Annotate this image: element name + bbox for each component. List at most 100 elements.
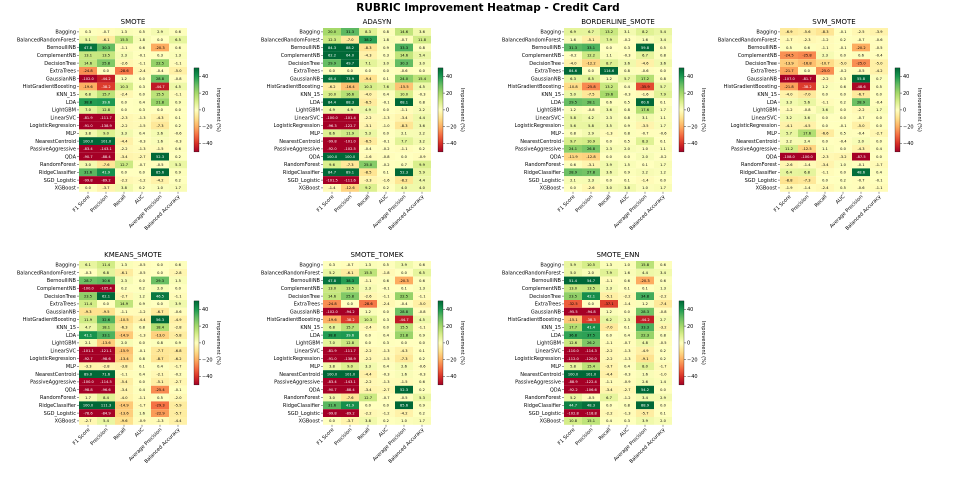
row-label: NearestCentroid — [279, 372, 320, 378]
cell-value-label: 0.4 — [383, 333, 389, 337]
cell-value-label: -15.1 — [568, 318, 577, 322]
cell-value-label: 17.6 — [803, 132, 812, 136]
heatmap-cell — [115, 168, 133, 177]
colorbar-tick-label: 40 — [202, 74, 208, 80]
row-label: MLP — [310, 364, 320, 370]
heatmap-cell — [564, 113, 582, 122]
heatmap-cell — [79, 168, 97, 177]
cell-value-label: -6.2 — [174, 357, 181, 361]
heatmap-cell — [323, 67, 341, 75]
heatmap-cell — [834, 160, 852, 169]
cell-value-label: 6.9 — [570, 30, 576, 34]
cell-value-label: 0.0 — [139, 380, 145, 384]
cell-value-label: -138.9 — [344, 357, 356, 361]
cell-value-label: 0.0 — [139, 171, 145, 175]
heatmap-cell — [341, 393, 359, 402]
cell-value-label: 89.1 — [346, 171, 354, 175]
heatmap-cell — [341, 129, 359, 138]
heatmap-cell — [79, 106, 97, 114]
column-label: AUC — [619, 427, 631, 439]
heatmap-cell — [151, 129, 169, 138]
cell-value-label: -1.5 — [156, 147, 163, 151]
heatmap-cell — [359, 417, 377, 425]
cell-value-label: 0.2 — [840, 100, 846, 104]
cell-value-label: 0.0 — [401, 341, 407, 345]
cell-value-label: 6.1 — [85, 263, 91, 267]
row-label: BalancedRandomForest — [17, 270, 76, 276]
cell-value-label: -0.2 — [839, 69, 846, 73]
cell-value-label: -38.2 — [345, 318, 354, 322]
cell-value-label: 2.3 — [588, 178, 594, 182]
cell-value-label: 0.8 — [624, 116, 630, 120]
cell-value-label: -0.4 — [364, 147, 372, 151]
cell-value-label: 13.1 — [84, 54, 92, 58]
row-label: LinearSVC — [294, 115, 320, 121]
heatmap-cell — [341, 378, 359, 386]
heatmap-cell — [359, 98, 377, 106]
cell-value-label: 0.0 — [660, 388, 666, 392]
colorbar-tick-label: 0 — [202, 341, 205, 347]
heatmap-cell — [564, 98, 582, 106]
panel-title: SMOTE_ENN — [596, 251, 639, 259]
cell-value-label: 0.9 — [175, 100, 181, 104]
cell-value-label: 3.0 — [85, 163, 91, 167]
cell-value-label: 25.8 — [346, 294, 355, 298]
heatmap-cell — [341, 113, 359, 122]
heatmap-cell — [395, 393, 413, 402]
heatmap-cell — [79, 417, 97, 425]
cell-value-label: -101.5 — [326, 178, 338, 182]
heatmap-cell — [600, 268, 618, 277]
cell-value-label: -22.9 — [155, 411, 165, 415]
heatmap-cell — [395, 160, 413, 169]
heatmap-cell — [79, 152, 97, 161]
heatmap-cell — [636, 59, 654, 67]
heatmap-cell — [636, 393, 654, 402]
cell-value-label: -3.1 — [364, 124, 371, 128]
cell-value-label: 1.7 — [660, 186, 666, 190]
heatmap-cell — [79, 315, 97, 324]
heatmap-cell — [169, 176, 187, 184]
row-label: BernoulliNB — [291, 278, 321, 284]
cell-value-label: 3.4 — [642, 396, 648, 400]
cell-value-label: -0.7 — [857, 116, 864, 120]
heatmap-cell — [413, 82, 431, 91]
cell-value-label: 6.4 — [786, 171, 792, 175]
cell-value-label: 38.8 — [328, 333, 337, 337]
cell-value-label: 15.7 — [102, 93, 110, 97]
heatmap-cell — [618, 292, 636, 300]
heatmap-cell — [870, 51, 888, 60]
cell-value-label: -6.1 — [346, 271, 353, 275]
cell-value-label: -8.7 — [156, 357, 163, 361]
cell-value-label: 41.9 — [346, 404, 355, 408]
heatmap-cell — [169, 284, 187, 293]
heatmap-cell — [852, 106, 870, 114]
heatmap-cell — [636, 300, 654, 308]
row-label: XGBoost — [55, 186, 76, 192]
row-label: NearestCentroid — [279, 139, 320, 145]
heatmap-cell — [151, 292, 169, 300]
cell-value-label: 0.0 — [840, 108, 846, 112]
cell-value-label: -92.7 — [83, 357, 92, 361]
heatmap-cell — [654, 284, 672, 293]
cell-value-label: 0.0 — [876, 116, 882, 120]
row-label: LogisticRegression — [274, 356, 320, 362]
cell-value-label: -1.3 — [623, 357, 630, 361]
heatmap-cell — [870, 121, 888, 130]
row-label: DecisionTree — [529, 294, 561, 300]
heatmap-cell — [377, 160, 395, 169]
heatmap-cell — [79, 51, 97, 60]
cell-value-label: 2.1 — [85, 341, 91, 345]
heatmap-cell — [79, 307, 97, 316]
heatmap-cell — [133, 378, 151, 386]
cell-value-label: -7.6 — [346, 396, 354, 400]
colorbar-tick-label: −20 — [903, 124, 914, 130]
heatmap-cell — [377, 300, 395, 308]
heatmap-cell — [97, 315, 115, 324]
row-label: MLP — [66, 364, 76, 370]
cell-value-label: -138.9 — [100, 124, 112, 128]
cell-value-label: 0.0 — [157, 38, 163, 42]
row-label: KNN_15 — [757, 92, 777, 98]
cell-value-label: -2.2 — [623, 294, 630, 298]
heatmap-cell — [133, 354, 151, 363]
heatmap-cell — [618, 370, 636, 378]
